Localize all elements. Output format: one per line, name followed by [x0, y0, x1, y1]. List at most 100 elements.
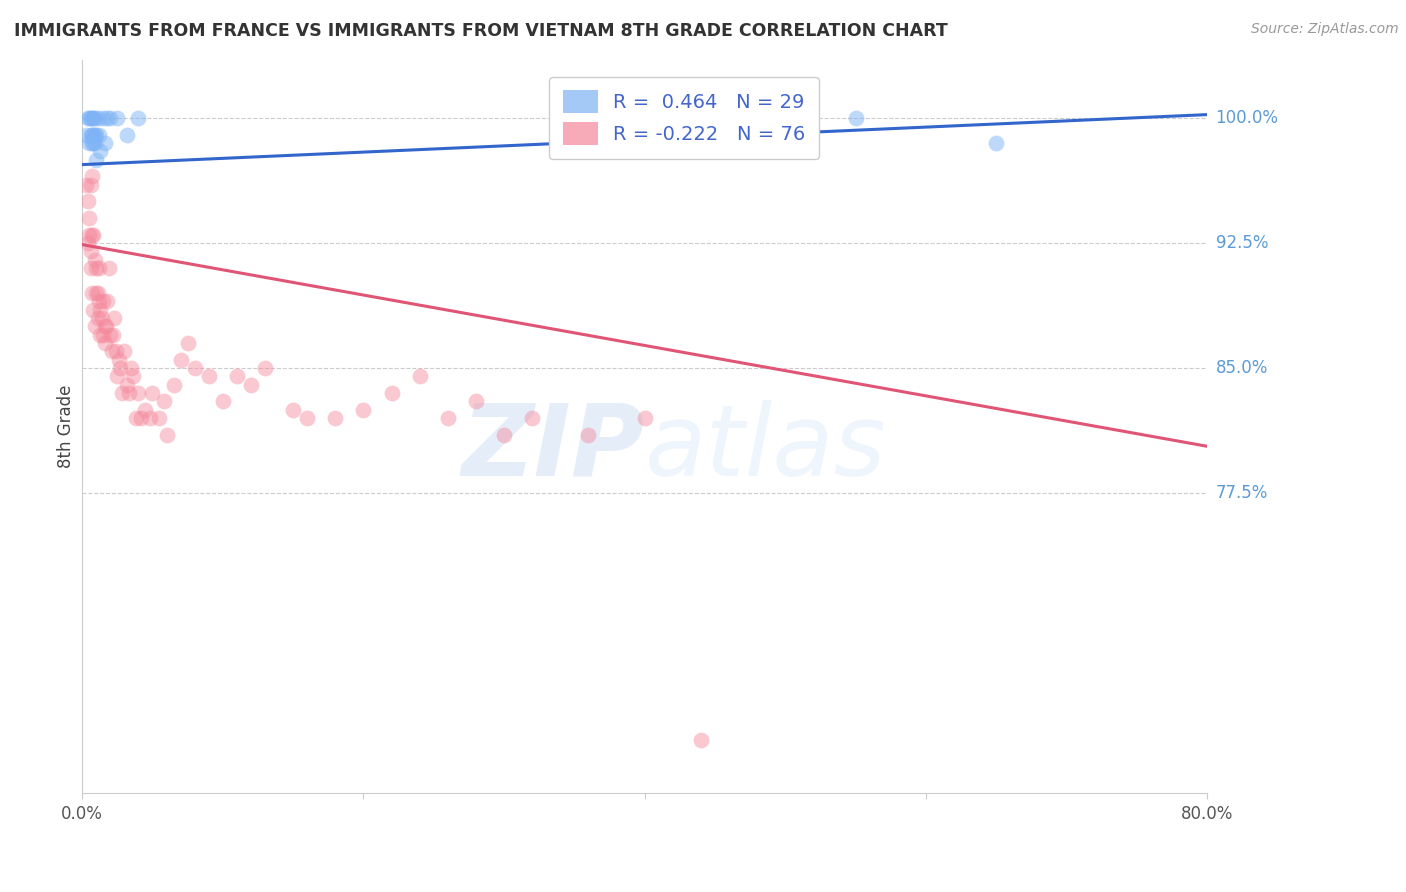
Point	[121, 369, 143, 384]
Point	[75, 128, 97, 142]
Point	[82, 227, 104, 242]
Point	[115, 377, 138, 392]
Point	[82, 136, 104, 150]
Point	[101, 327, 124, 342]
Text: 100.0%: 100.0%	[1216, 109, 1278, 127]
Point	[80, 227, 103, 242]
Point	[94, 319, 117, 334]
Point	[169, 352, 191, 367]
Point	[77, 136, 100, 150]
Point	[323, 411, 346, 425]
Point	[520, 411, 543, 425]
Point	[76, 111, 98, 125]
Point	[82, 302, 104, 317]
Point	[105, 111, 128, 125]
Point	[80, 285, 103, 300]
Point	[986, 136, 1008, 150]
Point	[253, 361, 276, 376]
Point	[138, 411, 160, 425]
Point	[77, 227, 100, 242]
Point	[75, 178, 97, 192]
Point	[83, 128, 105, 142]
Point	[77, 111, 100, 125]
Point	[76, 194, 98, 209]
Text: 85.0%: 85.0%	[1216, 359, 1268, 377]
Point	[84, 285, 107, 300]
Point	[83, 136, 105, 150]
Point	[380, 386, 402, 401]
Point	[104, 344, 127, 359]
Point	[86, 285, 108, 300]
Point	[83, 111, 105, 125]
Point	[134, 402, 156, 417]
Point	[176, 335, 198, 350]
Text: 77.5%: 77.5%	[1216, 484, 1268, 502]
Point	[108, 361, 131, 376]
Point	[436, 411, 458, 425]
Point	[77, 211, 100, 225]
Point	[492, 427, 515, 442]
Point	[91, 327, 114, 342]
Point	[115, 128, 138, 142]
Point	[79, 111, 101, 125]
Point	[84, 128, 107, 142]
Y-axis label: 8th Grade: 8th Grade	[58, 384, 75, 468]
Point	[91, 111, 114, 125]
Point	[117, 386, 139, 401]
Point	[98, 327, 121, 342]
Point	[120, 361, 142, 376]
Point	[105, 369, 128, 384]
Point	[110, 386, 132, 401]
Point	[86, 111, 108, 125]
Point	[96, 111, 118, 125]
Point	[82, 128, 104, 142]
Point	[89, 145, 111, 159]
Point	[464, 394, 486, 409]
Point	[225, 369, 247, 384]
Point	[80, 128, 103, 142]
Text: ZIP: ZIP	[461, 400, 645, 497]
Point	[576, 427, 599, 442]
Point	[103, 310, 125, 325]
Point	[79, 128, 101, 142]
Point	[93, 335, 115, 350]
Point	[97, 260, 120, 275]
Point	[90, 310, 112, 325]
Point	[84, 153, 107, 167]
Point	[83, 252, 105, 267]
Point	[162, 377, 184, 392]
Text: IMMIGRANTS FROM FRANCE VS IMMIGRANTS FROM VIETNAM 8TH GRADE CORRELATION CHART: IMMIGRANTS FROM FRANCE VS IMMIGRANTS FRO…	[14, 22, 948, 40]
Point	[93, 319, 115, 334]
Point	[281, 402, 304, 417]
Point	[80, 136, 103, 150]
Point	[107, 352, 129, 367]
Point	[127, 386, 149, 401]
Point	[79, 178, 101, 192]
Point	[155, 427, 177, 442]
Point	[141, 386, 163, 401]
Point	[100, 344, 122, 359]
Point	[93, 136, 115, 150]
Point	[152, 394, 174, 409]
Point	[124, 411, 146, 425]
Point	[79, 244, 101, 259]
Point	[148, 411, 170, 425]
Point	[845, 111, 868, 125]
Point	[87, 260, 110, 275]
Text: Source: ZipAtlas.com: Source: ZipAtlas.com	[1251, 22, 1399, 37]
Text: 92.5%: 92.5%	[1216, 234, 1268, 252]
Point	[91, 294, 114, 309]
Point	[84, 260, 107, 275]
Point	[112, 344, 135, 359]
Point	[79, 260, 101, 275]
Point	[83, 319, 105, 334]
Legend: R =  0.464   N = 29, R = -0.222   N = 76: R = 0.464 N = 29, R = -0.222 N = 76	[548, 77, 820, 159]
Point	[127, 111, 149, 125]
Point	[82, 111, 104, 125]
Point	[183, 361, 205, 376]
Point	[352, 402, 374, 417]
Point	[634, 411, 657, 425]
Point	[239, 377, 262, 392]
Point	[211, 394, 233, 409]
Text: atlas: atlas	[645, 400, 886, 497]
